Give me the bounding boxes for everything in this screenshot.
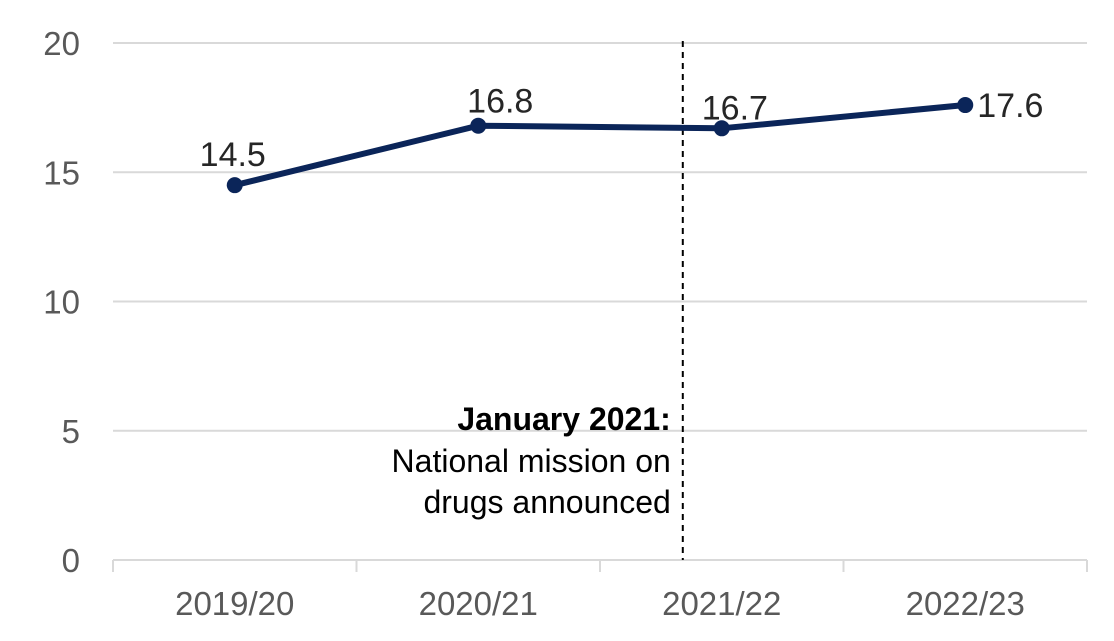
y-tick-label-10: 10 [43,284,80,321]
x-tick-label-1: 2020/21 [419,585,538,622]
gridlines [113,42,1087,432]
annotation: January 2021: National mission on drugs … [392,41,684,560]
data-point-0 [226,177,243,194]
x-tick-label-0: 2019/20 [175,585,294,622]
y-tick-label-20: 20 [43,25,80,62]
annotation-title: January 2021: [457,401,670,437]
data-point-1 [470,117,487,134]
data-label-2: 16.7 [702,89,768,127]
data-label-1: 16.8 [467,83,533,121]
data-label-0: 14.5 [200,136,266,174]
annotation-text-line-1: National mission on [392,443,671,479]
x-tick-label-2: 2021/22 [662,585,781,622]
data-label-3: 17.6 [977,87,1043,125]
series-line-path-0 [231,102,969,189]
data-labels: 14.5 16.8 16.7 17.6 [200,83,1044,174]
y-axis-ticks: 0 5 10 15 20 [43,25,80,579]
data-point-2 [713,120,730,137]
y-tick-label-5: 5 [62,413,80,450]
y-tick-label-15: 15 [43,154,80,191]
annotation-text-line-2: drugs announced [423,484,670,520]
y-tick-label-0: 0 [62,542,80,579]
x-tick-label-3: 2022/23 [906,585,1025,622]
x-axis-ticks: 2019/20 2020/21 2021/22 2022/23 [175,585,1025,622]
x-axis [112,559,1088,572]
data-point-3 [957,97,974,114]
series-line [226,97,974,194]
